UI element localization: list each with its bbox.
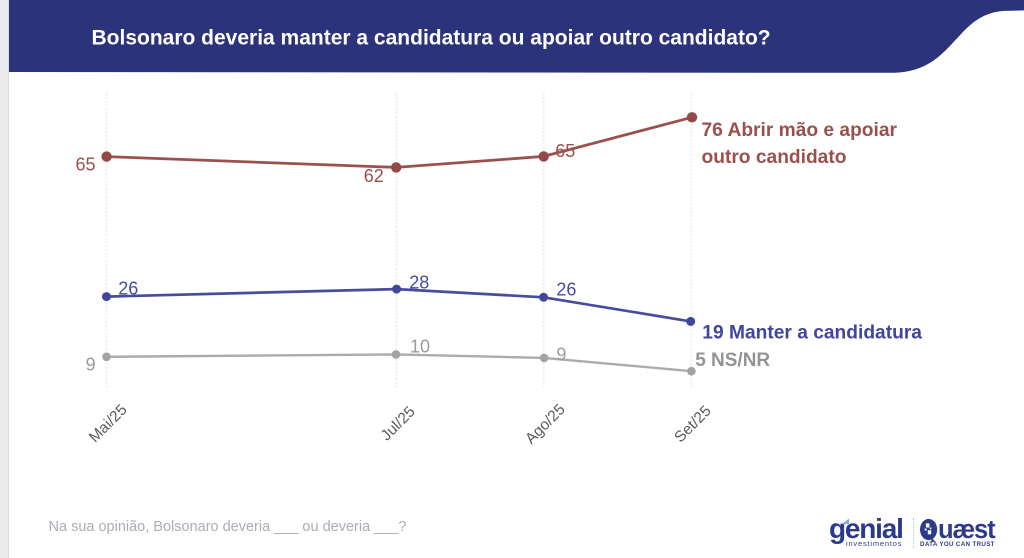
svg-text:9: 9 xyxy=(556,344,566,364)
svg-text:10: 10 xyxy=(410,337,430,357)
svg-text:62: 62 xyxy=(364,166,384,186)
svg-text:76 Abrir mão e apoiar: 76 Abrir mão e apoiar xyxy=(702,120,898,141)
svg-text:Ago/25: Ago/25 xyxy=(522,401,569,448)
svg-text:28: 28 xyxy=(409,273,429,293)
svg-text:26: 26 xyxy=(556,279,576,299)
svg-text:Jul/25: Jul/25 xyxy=(378,403,419,444)
svg-text:5 NS/NR: 5 NS/NR xyxy=(695,350,770,371)
svg-text:Set/25: Set/25 xyxy=(671,403,714,446)
svg-text:19 Manter a candidatura: 19 Manter a candidatura xyxy=(702,323,922,344)
svg-text:65: 65 xyxy=(75,155,95,175)
svg-text:65: 65 xyxy=(555,141,575,161)
svg-text:9: 9 xyxy=(86,355,96,375)
svg-text:Mai/25: Mai/25 xyxy=(86,401,131,446)
svg-text:outro candidato: outro candidato xyxy=(702,147,847,168)
svg-text:26: 26 xyxy=(118,279,138,299)
svg-text:Bolsonaro deveria manter a can: Bolsonaro deveria manter a candidatura o… xyxy=(92,27,771,50)
